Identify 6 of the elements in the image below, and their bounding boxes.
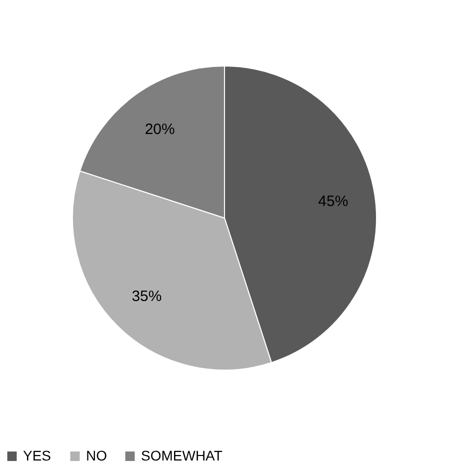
legend-label: YES [23, 447, 52, 464]
data-label: 35% [132, 288, 162, 305]
legend-label: SOMEWHAT [141, 447, 223, 464]
data-label: 45% [318, 192, 348, 210]
legend-label: NO [86, 447, 108, 464]
data-label: 20% [144, 121, 175, 138]
